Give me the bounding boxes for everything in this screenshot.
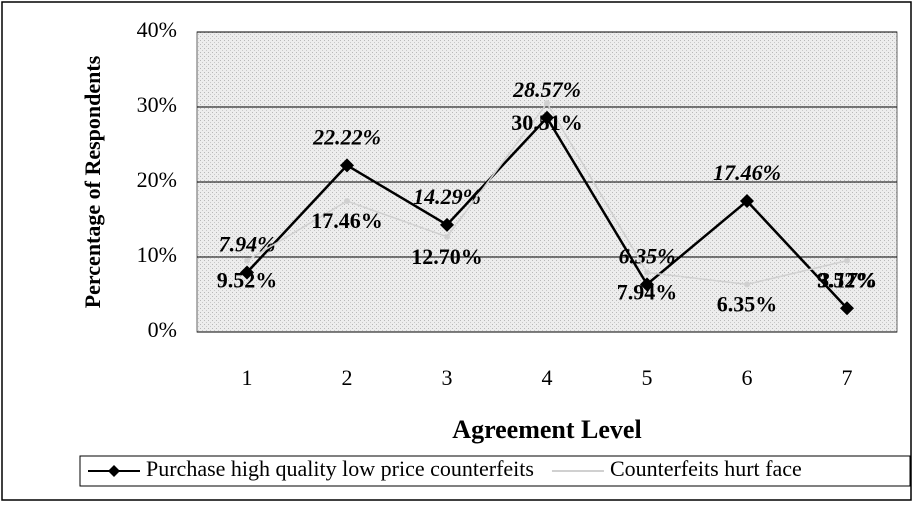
marker xyxy=(744,281,750,288)
x-tick-label: 6 xyxy=(742,365,753,390)
marker xyxy=(544,100,550,107)
data-label: 9.52% xyxy=(217,268,278,293)
y-axis-title: Percentage of Respondents xyxy=(80,55,105,308)
data-label: 9.52% xyxy=(817,268,878,293)
legend-label: Purchase high quality low price counterf… xyxy=(146,456,534,481)
data-label: 17.46% xyxy=(311,208,383,233)
x-tick-label: 7 xyxy=(842,365,853,390)
data-label: 17.46% xyxy=(713,160,781,185)
legend xyxy=(79,455,911,487)
marker xyxy=(844,257,850,264)
data-label: 7.94% xyxy=(617,279,678,304)
x-tick-label: 2 xyxy=(342,365,353,390)
marker xyxy=(644,269,650,276)
x-tick-label: 4 xyxy=(542,365,553,390)
marker xyxy=(340,158,354,173)
marker xyxy=(444,233,450,240)
marker xyxy=(344,198,350,205)
marker xyxy=(640,277,654,292)
marker xyxy=(540,110,554,125)
legend-marker xyxy=(108,465,120,477)
marker xyxy=(440,217,454,232)
data-label: 3.17% xyxy=(818,267,876,292)
x-tick-label: 1 xyxy=(242,365,253,390)
data-label: 22.22% xyxy=(312,124,381,149)
marker xyxy=(240,265,254,280)
data-label: 6.35% xyxy=(619,243,676,268)
data-label: 14.29% xyxy=(413,184,481,209)
legend-label: Counterfeits hurt face xyxy=(610,456,802,481)
marker xyxy=(840,301,854,316)
data-label: 7.94% xyxy=(219,231,276,256)
y-tick-label: 10% xyxy=(137,242,177,267)
data-label: 12.70% xyxy=(411,244,483,269)
y-tick-label: 0% xyxy=(148,317,177,342)
x-tick-label: 3 xyxy=(442,365,453,390)
y-tick-label: 40% xyxy=(137,17,177,42)
data-label: 28.57% xyxy=(512,77,581,102)
x-axis-title: Agreement Level xyxy=(452,415,641,444)
marker xyxy=(244,257,250,264)
data-label: 30.51% xyxy=(511,110,583,135)
y-tick-label: 20% xyxy=(137,167,177,192)
x-tick-label: 5 xyxy=(642,365,653,390)
y-tick-label: 30% xyxy=(137,92,177,117)
marker xyxy=(740,194,754,209)
data-label: 6.35% xyxy=(717,291,778,316)
